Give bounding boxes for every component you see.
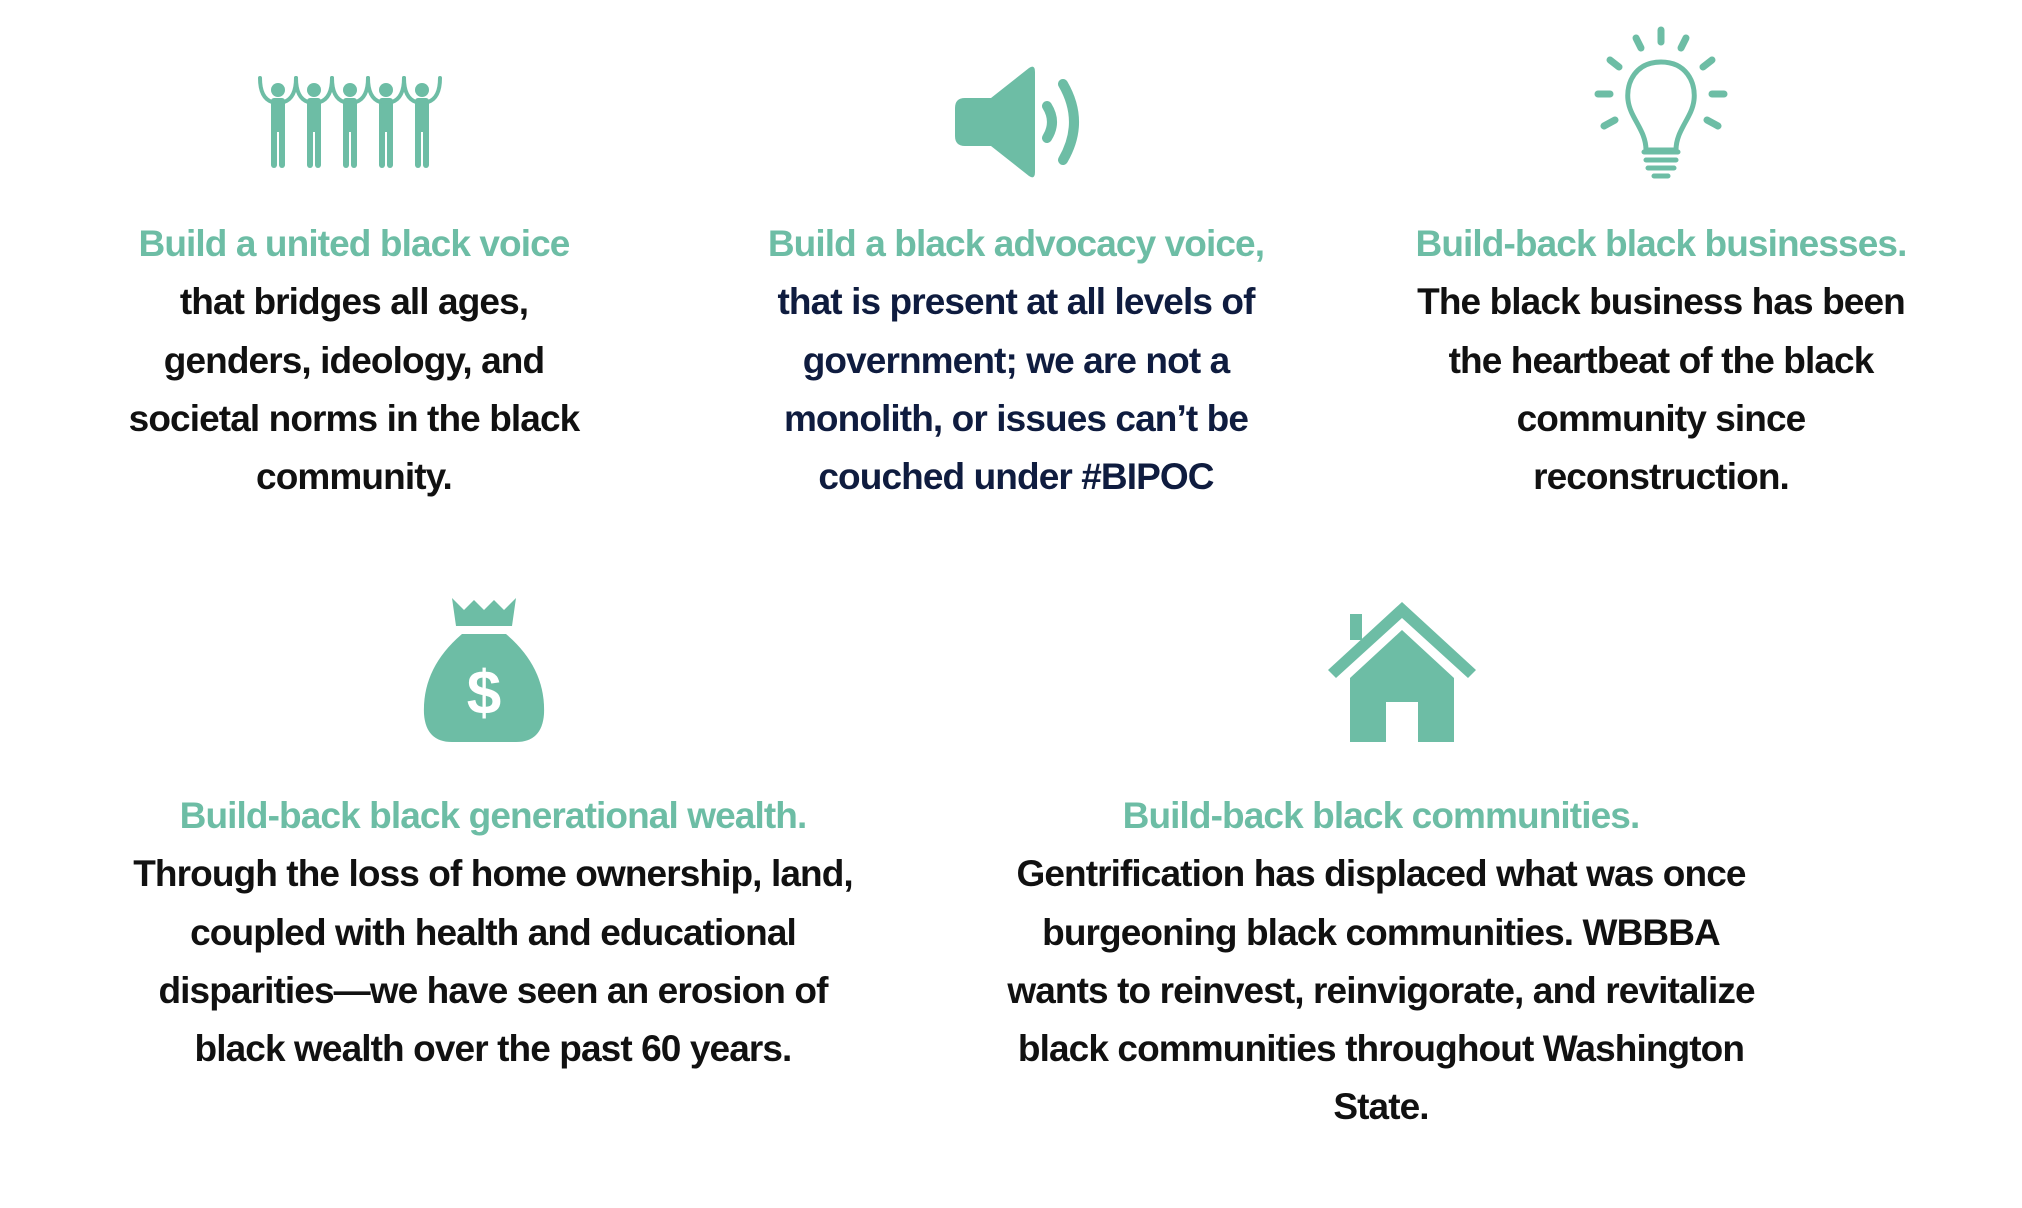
- people-group-icon: [258, 76, 442, 170]
- item-body: Gentrification has displaced what was on…: [1007, 853, 1755, 1128]
- money-bag-icon: $: [423, 598, 545, 742]
- item-heading: Build-back black generational wealth.: [179, 795, 808, 836]
- item-body: that is present at all levels of governm…: [777, 281, 1255, 498]
- item-generational-wealth: Build-back black generational wealth. Th…: [113, 787, 873, 1078]
- item-advocacy-voice: Build a black advocacy voice, that is pr…: [636, 215, 1396, 506]
- item-body: Through the loss of home ownership, land…: [133, 853, 853, 1070]
- item-black-businesses: Build-back black businesses. The black b…: [1281, 215, 2022, 506]
- item-heading: Build a black advocacy voice,: [767, 223, 1265, 264]
- item-heading: Build-back black businesses.: [1415, 223, 1908, 264]
- svg-text:$: $: [467, 659, 501, 728]
- megaphone-speaker-icon: [955, 66, 1079, 178]
- item-heading: Build-back black communities.: [1122, 795, 1641, 836]
- item-body: that bridges all ages, genders, ideology…: [128, 281, 581, 498]
- item-united-voice: Build a united black voice that bridges …: [0, 215, 734, 506]
- lightbulb-icon: [1594, 26, 1728, 179]
- house-icon: [1328, 602, 1476, 742]
- item-black-communities: Build-back black communities. Gentrifica…: [1001, 787, 1761, 1137]
- item-heading: Build a united black voice: [138, 223, 571, 264]
- item-body: The black business has been the heartbea…: [1417, 281, 1906, 498]
